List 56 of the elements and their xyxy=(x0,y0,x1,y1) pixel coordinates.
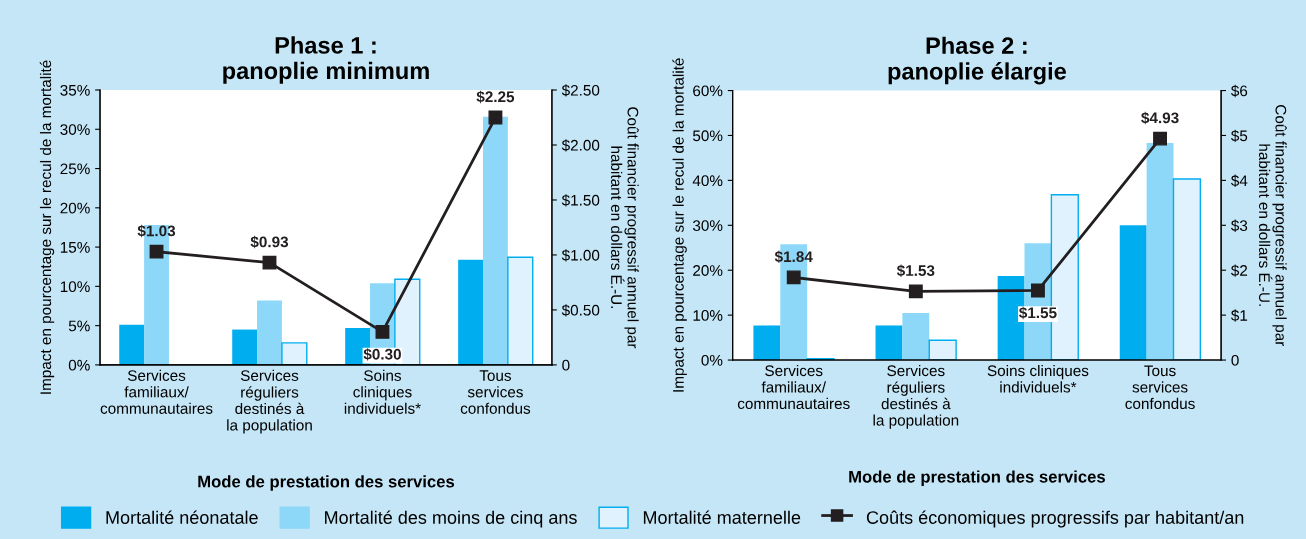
y2-tick-label: $4 xyxy=(1231,174,1248,187)
x-axis-title: Mode de prestation des services xyxy=(198,475,455,491)
x-tick-label: Soins cliniques individuels* xyxy=(987,364,1089,393)
y2-tick-label: 0 xyxy=(1231,354,1239,366)
y-tick-label: 30% xyxy=(60,124,90,135)
data-label: $1.03 xyxy=(137,224,176,238)
data-label: $0.30 xyxy=(363,348,401,361)
legend-label: Mortalité des moins de cinq ans xyxy=(325,510,577,528)
y-tick-label: 25% xyxy=(60,163,90,175)
y-tick-label: 20% xyxy=(60,202,90,214)
x-tick-label: Services réguliers destinés à la population xyxy=(873,364,959,429)
y-tick-label: 60% xyxy=(693,85,723,97)
x-axis-title: Mode de prestation des services xyxy=(849,470,1105,486)
x-tick-label: Soins cliniques individuels* xyxy=(344,369,421,414)
y2-axis-title: Coût financier progressif annuel par habitant en dollars É.-U. xyxy=(1258,105,1287,347)
data-label: $4.93 xyxy=(1141,111,1179,125)
x-tick-label: Services réguliers destinés à la population xyxy=(227,369,312,434)
y-tick-label: 10% xyxy=(693,310,723,321)
y2-tick-label: $1.50 xyxy=(561,194,600,207)
y-tick-label: 10% xyxy=(60,281,90,293)
y-tick-label: 5% xyxy=(68,320,90,332)
data-label: $2.25 xyxy=(476,90,515,104)
y2-tick-label: 0 xyxy=(562,359,570,371)
legend-label: Mortalité néonatale xyxy=(106,510,258,524)
y-tick-label: 35% xyxy=(60,84,90,96)
chart-title: Phase 2 : panoplie élargie xyxy=(888,36,1066,85)
y2-axis-title: Coût financier progressif annuel par habitant en dollars É.-U. xyxy=(611,107,639,349)
y2-tick-label: $3 xyxy=(1231,219,1248,232)
x-tick-label: Services familiaux/ communautaires xyxy=(737,364,850,410)
y2-tick-label: $5 xyxy=(1231,129,1248,143)
y2-tick-label: $0.50 xyxy=(561,304,600,317)
legend-label: Mortalité maternelle xyxy=(643,510,801,524)
x-tick-label: Tous services confondus xyxy=(460,370,531,414)
y2-tick-label: $2.50 xyxy=(561,84,600,97)
y2-tick-label: $1.00 xyxy=(561,249,600,262)
y2-tick-label: $6 xyxy=(1231,84,1248,98)
y-tick-label: 20% xyxy=(693,265,723,276)
data-label: $0.93 xyxy=(250,235,289,249)
y2-tick-label: $2 xyxy=(1231,264,1248,277)
chart-title: Phase 1 : panoplie minimum xyxy=(223,36,429,84)
y-tick-label: 40% xyxy=(692,175,723,187)
y2-tick-label: $2.00 xyxy=(561,139,600,152)
y-tick-label: 30% xyxy=(692,220,723,231)
legend-label: Coûts économiques progressifs par habitant/an xyxy=(866,510,1244,528)
y-axis-title: Impact en pourcentage sur le recul de la mortalité xyxy=(39,60,55,394)
y-tick-label: 0% xyxy=(68,359,90,371)
data-label: $1.55 xyxy=(1019,306,1057,320)
x-tick-label: Tous services confondus xyxy=(1125,365,1195,410)
y-tick-label: 50% xyxy=(692,130,723,142)
data-label: $1.53 xyxy=(896,264,935,277)
y-tick-label: 0% xyxy=(701,354,723,366)
y-axis-title: Impact en pourcentage sur le recul de la mortalité xyxy=(672,58,687,392)
y2-tick-label: $1 xyxy=(1231,309,1248,322)
y-tick-label: 15% xyxy=(60,242,90,253)
data-label: $1.84 xyxy=(774,250,813,264)
x-tick-label: Services familiaux/ communautaires xyxy=(100,369,213,414)
